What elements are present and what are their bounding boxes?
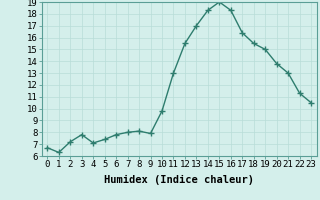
X-axis label: Humidex (Indice chaleur): Humidex (Indice chaleur)	[104, 175, 254, 185]
